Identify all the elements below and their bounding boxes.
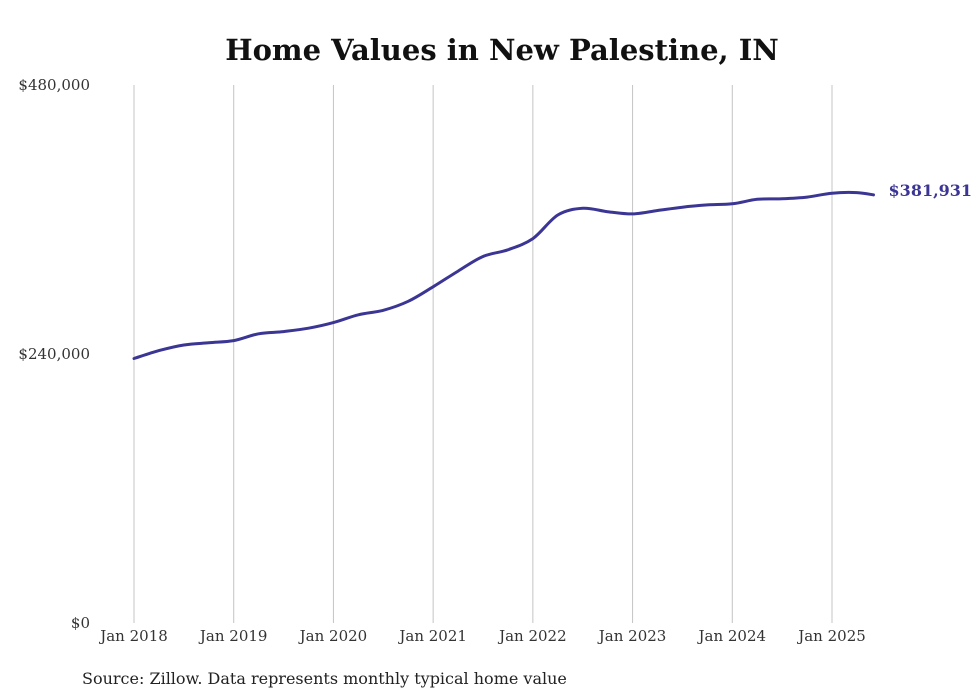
x-axis: Jan 2018 Jan 2019 Jan 2020 Jan 2021 Jan 2022… [98, 627, 866, 645]
home-value-line [132, 190, 875, 360]
y-tick-label: $0 [71, 614, 90, 632]
chart-title: Home Values in New Palestine, IN [225, 33, 779, 67]
gridlines [133, 85, 833, 623]
x-tick-label: Jan 2022 [497, 627, 567, 645]
end-value-label: $381,931 [889, 181, 973, 200]
x-tick-label: Jan 2025 [796, 627, 866, 645]
x-tick-label: Jan 2021 [397, 627, 467, 645]
x-tick-label: Jan 2023 [597, 627, 667, 645]
y-tick-label: $240,000 [18, 345, 90, 363]
x-tick-label: Jan 2019 [198, 627, 268, 645]
source-note: Source: Zillow. Data represents monthly … [82, 669, 567, 688]
x-tick-label: Jan 2018 [98, 627, 168, 645]
series-group [132, 190, 875, 360]
x-tick-label: Jan 2020 [298, 627, 368, 645]
y-axis: $0 $240,000 $480,000 [18, 76, 90, 632]
y-tick-label: $480,000 [18, 76, 90, 94]
x-tick-label: Jan 2024 [697, 627, 767, 645]
